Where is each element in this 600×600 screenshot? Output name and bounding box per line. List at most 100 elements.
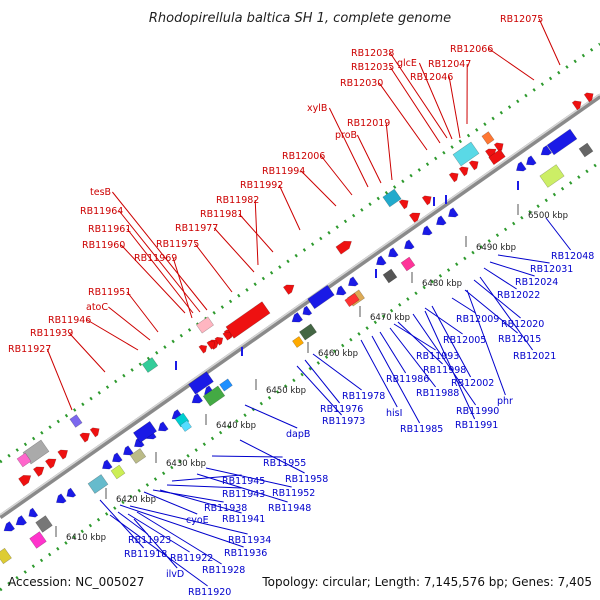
forward-gene-arrow[interactable] [32, 463, 46, 477]
reverse-gene-arrow[interactable] [289, 312, 304, 325]
forward-gene-arrow[interactable] [448, 170, 461, 183]
reverse-gene-arrow[interactable] [110, 452, 123, 466]
gene-label-rb11943[interactable]: RB11943 [222, 489, 265, 500]
gene-label-cyoe[interactable]: cyoE [186, 515, 209, 526]
gene-label-rb11990[interactable]: RB11990 [456, 406, 499, 417]
gene-label-rb12024[interactable]: RB12024 [515, 277, 558, 288]
forward-gene-arrow[interactable] [57, 447, 71, 460]
gene-label-rb11975[interactable]: RB11975 [156, 239, 199, 250]
gene-feature-block[interactable] [539, 164, 565, 188]
gene-label-glce[interactable]: glcE [397, 58, 417, 69]
forward-gene-arrow[interactable] [198, 343, 209, 354]
gene-feature-block[interactable] [202, 385, 226, 407]
gene-label-prob[interactable]: proB [335, 130, 357, 141]
forward-gene-arrow[interactable] [18, 472, 34, 487]
gene-label-hisi[interactable]: hisI [386, 408, 402, 419]
gene-feature-block[interactable] [69, 414, 83, 428]
reverse-gene-block[interactable] [188, 371, 214, 395]
gene-label-rb11938[interactable]: RB11938 [204, 503, 247, 514]
reverse-gene-arrow[interactable] [346, 276, 359, 290]
reverse-gene-arrow[interactable] [524, 155, 537, 169]
gene-label-rb11991[interactable]: RB11991 [455, 420, 498, 431]
gene-label-rb12035[interactable]: RB12035 [351, 62, 394, 73]
gene-feature-block[interactable] [344, 292, 360, 308]
gene-label-rb11977[interactable]: RB11977 [175, 223, 218, 234]
gene-label-rb12015[interactable]: RB12015 [498, 334, 541, 345]
gene-feature-block[interactable] [129, 448, 147, 464]
gene-label-rb12021[interactable]: RB12021 [513, 351, 556, 362]
gene-label-rb12020[interactable]: RB12020 [501, 319, 544, 330]
gene-label-rb11948[interactable]: RB11948 [268, 503, 311, 514]
reverse-gene-arrow[interactable] [156, 421, 169, 435]
forward-gene-arrow[interactable] [222, 330, 233, 341]
gene-label-rb11988[interactable]: RB11988 [416, 388, 459, 399]
gene-label-tesb[interactable]: tesB [90, 187, 111, 198]
gene-feature-block[interactable] [292, 336, 304, 348]
gene-label-rb11994[interactable]: RB11994 [262, 166, 305, 177]
gene-label-rb11939[interactable]: RB11939 [30, 328, 73, 339]
gene-feature-block[interactable] [35, 515, 53, 533]
gene-label-rb11985[interactable]: RB11985 [400, 424, 443, 435]
gene-feature-block[interactable] [0, 547, 12, 565]
gene-label-atoc[interactable]: atoC [86, 302, 108, 313]
gene-feature-block[interactable] [452, 141, 480, 167]
gene-label-rb12009[interactable]: RB12009 [456, 314, 499, 325]
reverse-gene-arrow[interactable] [514, 161, 527, 175]
reverse-gene-arrow[interactable] [374, 255, 387, 269]
gene-label-rb11969[interactable]: RB11969 [134, 253, 177, 264]
reverse-gene-arrow[interactable] [64, 487, 77, 500]
gene-label-rb12075[interactable]: RB12075 [500, 14, 543, 25]
gene-label-rb12002[interactable]: RB12002 [451, 378, 494, 389]
gene-label-rb12047[interactable]: RB12047 [428, 59, 471, 70]
gene-feature-block[interactable] [110, 464, 126, 480]
forward-gene-arrow[interactable] [408, 209, 422, 223]
reverse-gene-block[interactable] [546, 128, 578, 156]
reverse-gene-arrow[interactable] [386, 247, 399, 261]
gene-label-rb12038[interactable]: RB12038 [351, 48, 394, 59]
gene-label-ilvd[interactable]: ilvD [166, 569, 184, 580]
forward-gene-arrow[interactable] [468, 158, 481, 171]
gene-label-rb12005[interactable]: RB12005 [443, 335, 486, 346]
gene-label-rb11978[interactable]: RB11978 [342, 391, 385, 402]
gene-label-rb11960[interactable]: RB11960 [82, 240, 125, 251]
gene-label-rb11927[interactable]: RB11927 [8, 344, 51, 355]
reverse-gene-arrow[interactable] [434, 215, 447, 229]
forward-gene-arrow[interactable] [79, 430, 93, 443]
gene-label-rb12019[interactable]: RB12019 [347, 118, 390, 129]
gene-label-rb11951[interactable]: RB11951 [88, 287, 131, 298]
forward-gene-arrow[interactable] [89, 425, 102, 438]
forward-gene-arrow[interactable] [44, 455, 58, 469]
reverse-gene-arrow[interactable] [121, 445, 134, 459]
gene-label-rb11981[interactable]: RB11981 [200, 209, 243, 220]
gene-label-rb11986[interactable]: RB11986 [386, 374, 429, 385]
reverse-gene-arrow[interactable] [402, 239, 415, 253]
gene-label-rb11934[interactable]: RB11934 [228, 535, 271, 546]
forward-gene-arrow[interactable] [335, 238, 354, 255]
gene-label-rb11992[interactable]: RB11992 [240, 180, 283, 191]
forward-gene-arrow[interactable] [214, 335, 225, 346]
forward-gene-arrow[interactable] [421, 193, 434, 206]
gene-feature-block[interactable] [219, 378, 233, 392]
gene-feature-block[interactable] [578, 142, 594, 158]
gene-feature-block[interactable] [382, 268, 398, 284]
gene-feature-block[interactable] [141, 357, 159, 373]
gene-feature-block[interactable] [196, 316, 214, 334]
forward-gene-arrow[interactable] [206, 339, 217, 350]
gene-label-rb11945[interactable]: RB11945 [222, 476, 265, 487]
gene-label-rb11961[interactable]: RB11961 [88, 224, 131, 235]
gene-label-rb12066[interactable]: RB12066 [450, 44, 493, 55]
forward-gene-arrow[interactable] [571, 98, 584, 111]
forward-gene-arrow[interactable] [583, 90, 596, 103]
reverse-gene-arrow[interactable] [189, 393, 204, 406]
gene-label-rb12031[interactable]: RB12031 [530, 264, 573, 275]
gene-label-phr[interactable]: phr [497, 396, 513, 407]
reverse-gene-arrow[interactable] [420, 225, 433, 239]
gene-label-rb12006[interactable]: RB12006 [282, 151, 325, 162]
gene-label-rb11982[interactable]: RB11982 [216, 195, 259, 206]
reverse-gene-arrow[interactable] [538, 145, 553, 158]
reverse-gene-block[interactable] [133, 421, 157, 443]
gene-label-dapb[interactable]: dapB [286, 429, 310, 440]
reverse-gene-arrow[interactable] [132, 437, 145, 451]
gene-feature-block[interactable] [16, 452, 32, 468]
reverse-gene-arrow[interactable] [300, 305, 313, 318]
